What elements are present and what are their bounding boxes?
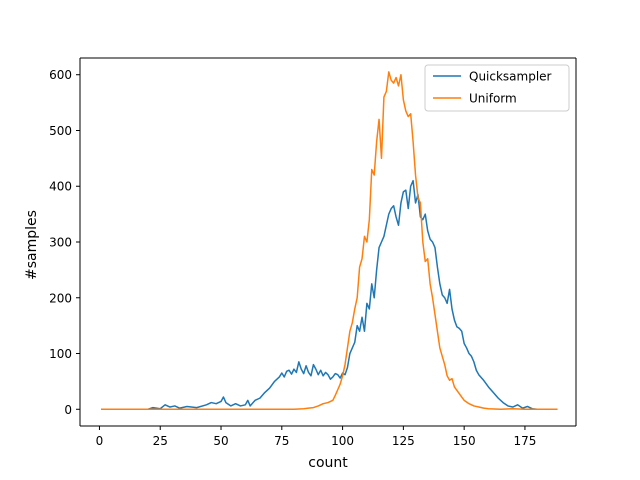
y-axis-label: #samples xyxy=(24,210,40,280)
y-tick-label: 400 xyxy=(49,180,72,194)
x-tick-label: 100 xyxy=(331,434,354,448)
x-axis-label: count xyxy=(308,455,348,471)
y-tick-label: 0 xyxy=(64,403,72,417)
y-tick-label: 300 xyxy=(49,236,72,250)
series-line-quicksampler xyxy=(101,179,558,411)
x-tick-label: 75 xyxy=(274,434,289,448)
y-tick-label: 200 xyxy=(49,291,72,305)
series-layer xyxy=(101,71,558,411)
legend: Quicksampler Uniform xyxy=(424,64,570,112)
x-tick-label: 125 xyxy=(392,434,415,448)
legend-label-uniform: Uniform xyxy=(469,92,517,106)
plot-background xyxy=(80,58,576,426)
x-tick-label: 175 xyxy=(513,434,536,448)
y-tick-label: 500 xyxy=(49,124,72,138)
y-tick-label: 600 xyxy=(49,68,72,82)
x-tick-label: 50 xyxy=(213,434,228,448)
plot-area xyxy=(80,58,576,426)
x-axis-ticks: 0 25 50 75 100 125 150 175 xyxy=(96,426,536,448)
y-tick-label: 100 xyxy=(49,347,72,361)
legend-label-quicksampler: Quicksampler xyxy=(469,70,552,84)
x-tick-label: 25 xyxy=(153,434,168,448)
series-line-uniform xyxy=(101,71,558,411)
x-tick-label: 0 xyxy=(96,434,104,448)
y-axis-ticks: 0 100 200 300 400 500 600 xyxy=(49,68,80,417)
x-tick-label: 150 xyxy=(453,434,476,448)
